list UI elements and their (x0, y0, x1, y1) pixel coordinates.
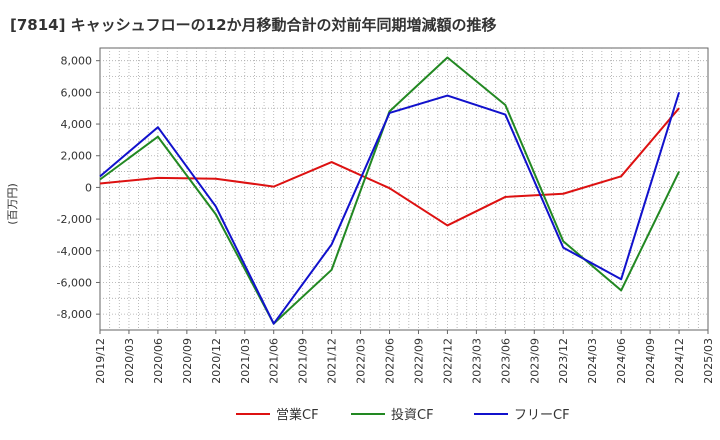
x-tick-label: 2020/09 (181, 338, 194, 384)
y-tick-label: 4,000 (61, 118, 93, 131)
y-tick-label: -6,000 (57, 276, 92, 289)
y-tick-label: -8,000 (57, 308, 92, 321)
x-tick-label: 2024/03 (586, 338, 599, 384)
x-tick-label: 2021/12 (326, 338, 339, 384)
x-tick-label: 2021/09 (297, 338, 310, 384)
x-tick-label: 2020/12 (210, 338, 223, 384)
x-tick-label: 2022/09 (412, 338, 425, 384)
y-tick-label: -4,000 (57, 245, 92, 258)
x-tick-label: 2024/09 (644, 338, 657, 384)
x-tick-label: 2022/03 (355, 338, 368, 384)
x-tick-label: 2025/03 (702, 338, 715, 384)
x-tick-label: 2024/06 (615, 338, 628, 384)
legend: 営業CF 投資CF フリーCF (236, 407, 570, 423)
y-tick-label: 0 (85, 181, 92, 194)
series-layer (99, 56, 681, 325)
x-tick-label: 2024/12 (673, 338, 686, 384)
x-tick-label: 2022/06 (384, 338, 397, 384)
x-tick-label: 2021/03 (239, 338, 252, 384)
x-tick-label: 2023/03 (470, 338, 483, 384)
legend-label-1: 営業CF (276, 407, 319, 423)
x-axis: 2019/12 2020/03 2020/06 2020/09 2020/12 2021/… (94, 330, 715, 384)
y-tick-label: 2,000 (61, 150, 93, 163)
y-axis-label: (百万円) (6, 183, 19, 225)
y-tick-label: 6,000 (61, 86, 93, 99)
y-axis: 8,000 6,000 4,000 2,000 0 -2,000 -4,000 -6,000 -… (57, 55, 100, 321)
x-tick-label: 2021/06 (268, 338, 281, 384)
chart-title: [7814] キャッシュフローの12か月移動合計の対前年同期増減額の推移 (10, 16, 497, 34)
x-tick-label: 2023/09 (528, 338, 541, 384)
x-tick-label: 2022/12 (441, 338, 454, 384)
grid-layer (99, 47, 709, 331)
y-tick-label: -2,000 (57, 213, 92, 226)
legend-label-3: フリーCF (514, 408, 570, 423)
y-tick-label: 8,000 (61, 55, 93, 68)
plot-area (99, 47, 709, 331)
x-tick-label: 2020/06 (152, 338, 165, 384)
x-tick-label: 2019/12 (94, 338, 107, 384)
series-line-3 (99, 92, 681, 325)
legend-label-2: 投資CF (391, 407, 434, 423)
x-tick-label: 2023/12 (557, 338, 570, 384)
x-tick-label: 2020/03 (123, 338, 136, 384)
x-tick-label: 2023/06 (499, 338, 512, 384)
